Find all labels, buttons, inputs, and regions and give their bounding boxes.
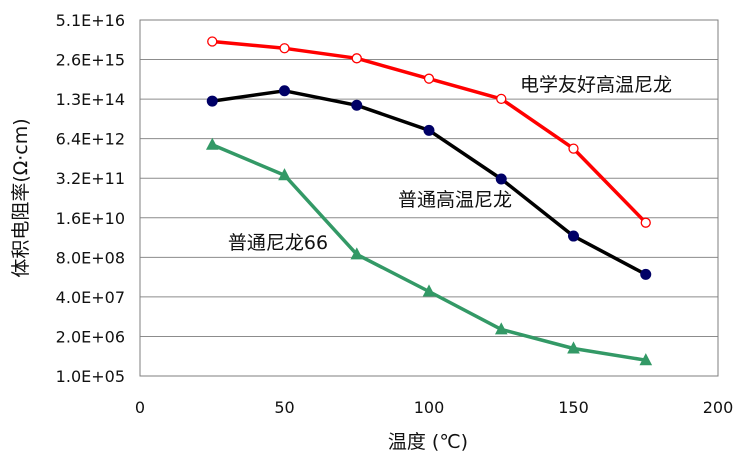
y-tick-label: 2.6E+15 bbox=[56, 51, 125, 70]
data-point bbox=[279, 85, 290, 97]
data-point bbox=[351, 99, 363, 111]
data-point bbox=[422, 284, 436, 297]
data-point bbox=[205, 137, 219, 150]
series-label: 电学友好高温尼龙 bbox=[520, 74, 672, 96]
y-tick-label: 1.3E+14 bbox=[56, 90, 125, 109]
series-2 bbox=[206, 85, 652, 280]
data-point bbox=[278, 168, 291, 181]
data-point bbox=[640, 217, 651, 228]
data-point bbox=[279, 43, 290, 54]
y-tick-label: 6.4E+12 bbox=[56, 130, 125, 149]
y-tick-label: 1.0E+05 bbox=[56, 367, 125, 386]
data-point bbox=[494, 322, 508, 335]
series-layer bbox=[205, 36, 653, 366]
y-tick-label: 5.1E+16 bbox=[56, 11, 125, 30]
data-point bbox=[495, 173, 507, 185]
series-3 bbox=[205, 137, 653, 366]
x-tick-label: 100 bbox=[414, 398, 445, 417]
y-tick-label: 4.0E+07 bbox=[56, 288, 125, 307]
data-point bbox=[423, 124, 435, 136]
data-point bbox=[640, 268, 652, 280]
data-point bbox=[207, 36, 218, 47]
y-axis-title: 体积电阻率(Ω·cm) bbox=[10, 118, 32, 277]
series-label: 普通高温尼龙 bbox=[398, 189, 512, 211]
data-point bbox=[568, 230, 579, 242]
x-tick-label: 50 bbox=[274, 398, 294, 417]
x-axis-ticks: 0 50 100 150 200 bbox=[135, 398, 733, 417]
data-point bbox=[639, 353, 653, 366]
data-point bbox=[496, 93, 507, 105]
x-tick-label: 200 bbox=[703, 398, 734, 417]
data-point bbox=[568, 143, 579, 154]
x-tick-label: 150 bbox=[558, 398, 589, 417]
y-tick-label: 2.0E+06 bbox=[56, 327, 125, 346]
x-tick-label: 0 bbox=[135, 398, 145, 417]
data-point bbox=[206, 95, 218, 107]
x-axis-title: 温度 (℃) bbox=[388, 431, 468, 453]
series-label: 普通尼龙66 bbox=[228, 232, 328, 254]
y-axis-ticks: 1.0E+05 2.0E+06 4.0E+07 8.0E+08 1.6E+10 3.2E+… bbox=[56, 11, 125, 386]
y-tick-label: 3.2E+11 bbox=[56, 169, 125, 188]
data-point bbox=[567, 341, 580, 354]
data-point bbox=[423, 73, 435, 84]
y-tick-label: 8.0E+08 bbox=[56, 248, 125, 267]
data-point bbox=[351, 53, 362, 64]
series-1 bbox=[207, 36, 651, 228]
y-tick-label: 1.6E+10 bbox=[56, 209, 125, 228]
plot-frame bbox=[139, 19, 719, 377]
data-point bbox=[350, 247, 364, 260]
